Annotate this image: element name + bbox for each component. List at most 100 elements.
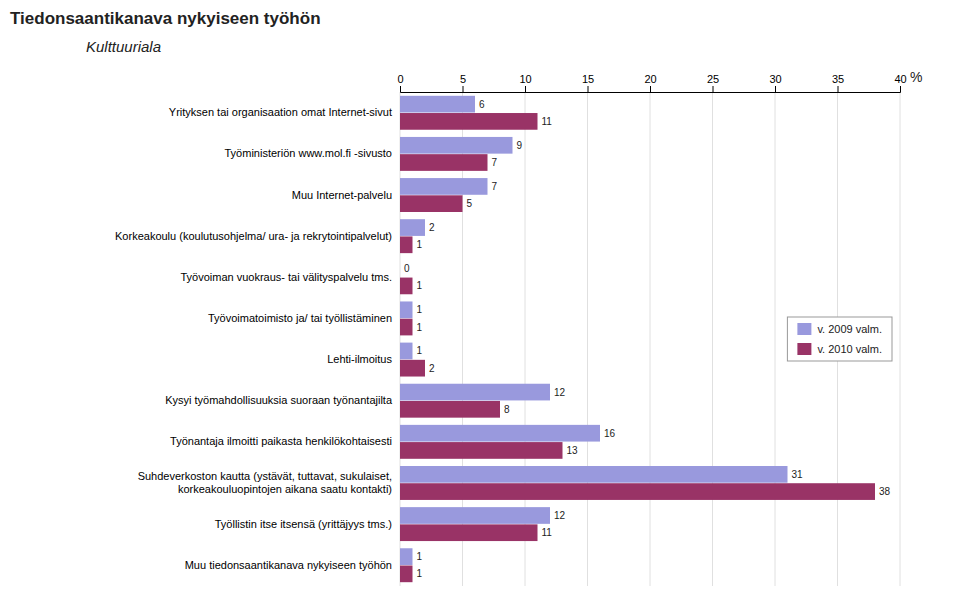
bar: [400, 178, 488, 195]
data-label: 1: [417, 322, 423, 333]
grid-line: [775, 92, 776, 586]
legend-item: v. 2010 valm.: [797, 343, 882, 355]
x-tick-mark: [650, 86, 651, 92]
data-label: 38: [879, 486, 891, 497]
legend-swatch: [797, 323, 811, 335]
bar: [400, 195, 463, 212]
data-label: 16: [604, 428, 616, 439]
data-label: 1: [417, 551, 423, 562]
data-label: 1: [417, 280, 423, 291]
bar: [400, 219, 425, 236]
x-tick: 10: [519, 73, 531, 92]
data-label: 12: [554, 510, 566, 521]
bar: [400, 236, 413, 253]
subtitle: Kulttuuriala: [86, 38, 161, 55]
bar: [400, 401, 500, 418]
x-tick: 30: [769, 73, 781, 92]
x-tick: 25: [707, 73, 719, 92]
bar: [400, 137, 513, 154]
grid-line: [712, 92, 713, 586]
data-label: 7: [492, 181, 498, 192]
data-label: 1: [417, 345, 423, 356]
x-tick-mark: [838, 86, 839, 92]
x-tick-mark: [775, 86, 776, 92]
data-label: 31: [792, 469, 804, 480]
x-tick-mark: [463, 86, 464, 92]
x-tick-label: 5: [460, 73, 466, 85]
y-tick-label: Yrityksen tai organisaation omat Interne…: [169, 106, 392, 118]
grid-line: [900, 92, 901, 586]
x-tick: 5: [460, 73, 466, 92]
y-tick: Korkeakoulu (koulutusohjelma/ ura- ja re…: [115, 230, 392, 242]
x-axis-label: %: [910, 69, 922, 85]
legend-swatch: [797, 343, 811, 355]
data-label: 1: [417, 239, 423, 250]
x-tick-label: 25: [707, 73, 719, 85]
x-tick-label: 0: [397, 73, 403, 85]
data-label: 2: [429, 363, 435, 374]
grid-line: [587, 92, 588, 586]
chart: Tiedonsaantikanava nykyiseen työhön Kultt…: [0, 0, 960, 602]
bar: [400, 301, 413, 318]
x-tick-mark: [900, 86, 901, 92]
data-label: 5: [467, 198, 473, 209]
grid: [400, 92, 900, 586]
bar: [400, 524, 538, 541]
bar: [400, 319, 413, 336]
x-tick: 35: [832, 73, 844, 92]
x-tick-mark: [713, 86, 714, 92]
x-tick-label: 10: [519, 73, 531, 85]
y-tick: Työvoiman vuokraus- tai välityspalvelu t…: [180, 271, 392, 283]
bar: [400, 260, 401, 277]
data-label: 13: [567, 445, 579, 456]
data-label: 7: [492, 157, 498, 168]
bar: [400, 483, 875, 500]
x-tick: 0: [397, 73, 403, 92]
bar: [400, 113, 538, 130]
data-label: 9: [517, 140, 523, 151]
y-tick-label: Muu Internet-palvelu: [292, 189, 392, 201]
bar: [400, 343, 413, 360]
y-tick: Muu tiedonsaantikanava nykyiseen työhön: [185, 559, 392, 571]
bar: [400, 425, 600, 442]
title: Tiedonsaantikanava nykyiseen työhön: [10, 9, 321, 28]
x-tick-mark: [400, 86, 401, 92]
y-tick-label: Työministeriön www.mol.fi -sivusto: [225, 147, 393, 159]
x-axis: 0 5 10 15 20 25 30 35 40: [397, 73, 906, 93]
grid-line: [650, 92, 651, 586]
legend: v. 2009 valm. v. 2010 valm.: [787, 317, 892, 361]
bar: [400, 507, 550, 524]
bar: [400, 154, 488, 171]
x-tick-label: 20: [644, 73, 656, 85]
data-label: 8: [504, 404, 510, 415]
data-label: 2: [429, 222, 435, 233]
bar: [400, 360, 425, 377]
bar: [400, 278, 413, 295]
bar: [400, 548, 413, 565]
y-tick: Työministeriön www.mol.fi -sivusto: [225, 147, 393, 159]
y-tick: Lehti-ilmoitus: [327, 353, 392, 365]
data-label: 11: [542, 116, 553, 127]
x-tick: 20: [644, 73, 656, 92]
y-tick-label: Työnantaja ilmoitti paikasta henkilökoht…: [170, 435, 392, 447]
y-tick-label: Työllistin itse itsensä (yrittäjyys tms.…: [215, 518, 392, 530]
x-tick: 40: [894, 73, 906, 92]
y-tick: Suhdeverkoston kautta (ystävät, tuttavat…: [138, 470, 392, 495]
data-label: 1: [417, 304, 423, 315]
x-tick-mark: [588, 86, 589, 92]
y-tick-label: Suhdeverkoston kautta (ystävät, tuttavat…: [138, 470, 392, 495]
bar: [400, 466, 788, 483]
data-label: 11: [542, 527, 553, 538]
x-tick: 15: [582, 73, 594, 92]
y-tick: Työllistin itse itsensä (yrittäjyys tms.…: [215, 518, 392, 530]
y-tick-label: Työvoimatoimisto ja/ tai työllistäminen: [208, 312, 392, 324]
data-label: 1: [417, 568, 423, 579]
bar: [400, 565, 413, 582]
y-tick: Muu Internet-palvelu: [292, 189, 392, 201]
y-tick: Kysyi työmahdollisuuksia suoraan työnant…: [165, 394, 393, 406]
bar-series: [400, 113, 875, 582]
legend-item: v. 2009 valm.: [797, 323, 882, 335]
x-tick-label: 35: [832, 73, 844, 85]
y-tick: Yrityksen tai organisaation omat Interne…: [169, 106, 392, 118]
y-tick-label: Lehti-ilmoitus: [327, 353, 392, 365]
